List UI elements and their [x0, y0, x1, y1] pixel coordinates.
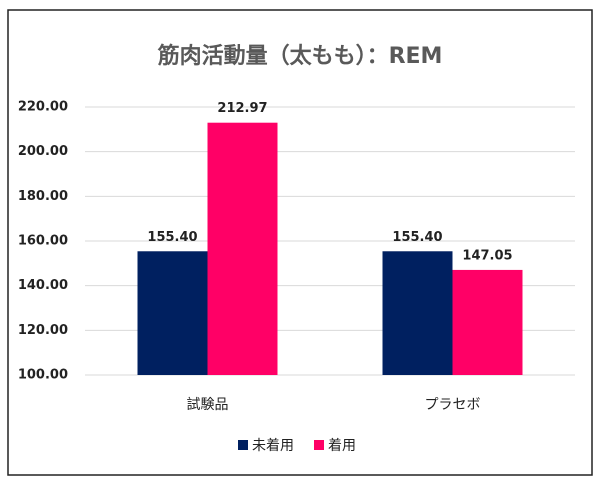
x-tick-label: プラセボ [425, 397, 481, 413]
chart-title: 筋肉活動量（太もも）：REM [157, 43, 443, 69]
chart-frame [7, 9, 593, 476]
legend-label: 着用 [328, 438, 356, 454]
bar [452, 269, 523, 375]
data-label: 212.97 [217, 101, 267, 116]
y-tick-label: 100.00 [18, 368, 68, 383]
legend-swatch [238, 440, 248, 450]
bar [207, 122, 278, 375]
y-tick-label: 200.00 [18, 144, 68, 159]
x-tick-label: 試験品 [187, 397, 229, 413]
data-label: 155.40 [147, 230, 197, 245]
y-tick-label: 120.00 [18, 323, 68, 338]
y-tick-label: 220.00 [18, 100, 68, 115]
legend-label: 未着用 [252, 438, 294, 454]
y-tick-label: 140.00 [18, 278, 68, 293]
data-label: 147.05 [462, 248, 512, 263]
y-tick-label: 160.00 [18, 234, 68, 249]
bar [382, 251, 453, 375]
y-tick-label: 180.00 [18, 189, 68, 204]
bar [137, 251, 208, 375]
legend-swatch [314, 440, 324, 450]
data-label: 155.40 [392, 230, 442, 245]
